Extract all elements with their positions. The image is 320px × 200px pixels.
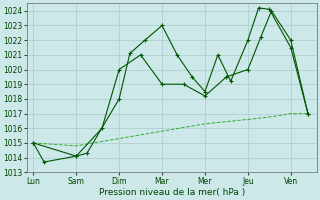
X-axis label: Pression niveau de la mer( hPa ): Pression niveau de la mer( hPa ) [99,188,245,197]
